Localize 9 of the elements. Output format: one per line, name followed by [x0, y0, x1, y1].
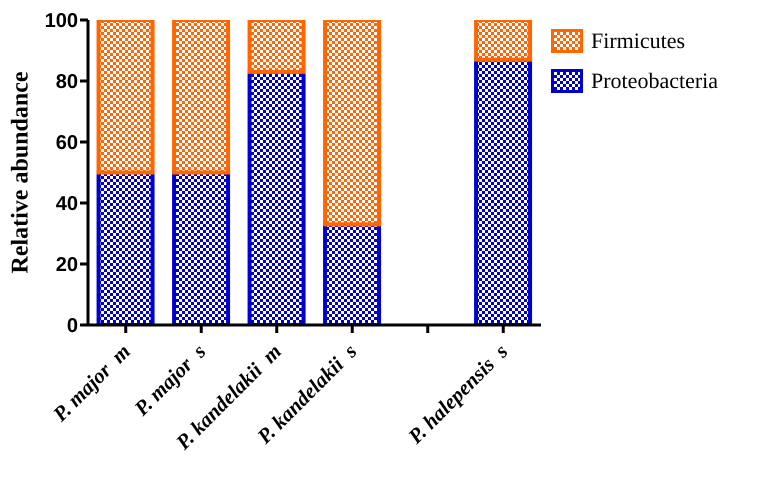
legend-label: Firmicutes — [591, 28, 686, 54]
y-axis-title: Relative abundance — [8, 71, 34, 274]
legend-label: Proteobacteria — [591, 68, 718, 94]
y-tick-label: 20 — [56, 254, 78, 276]
y-tick-label: 40 — [56, 193, 78, 216]
y-tick-label: 80 — [56, 71, 78, 94]
y-tick-label: 100 — [44, 10, 78, 32]
y-tick-label: 0 — [66, 315, 78, 338]
y-tick-label: 60 — [56, 132, 78, 154]
